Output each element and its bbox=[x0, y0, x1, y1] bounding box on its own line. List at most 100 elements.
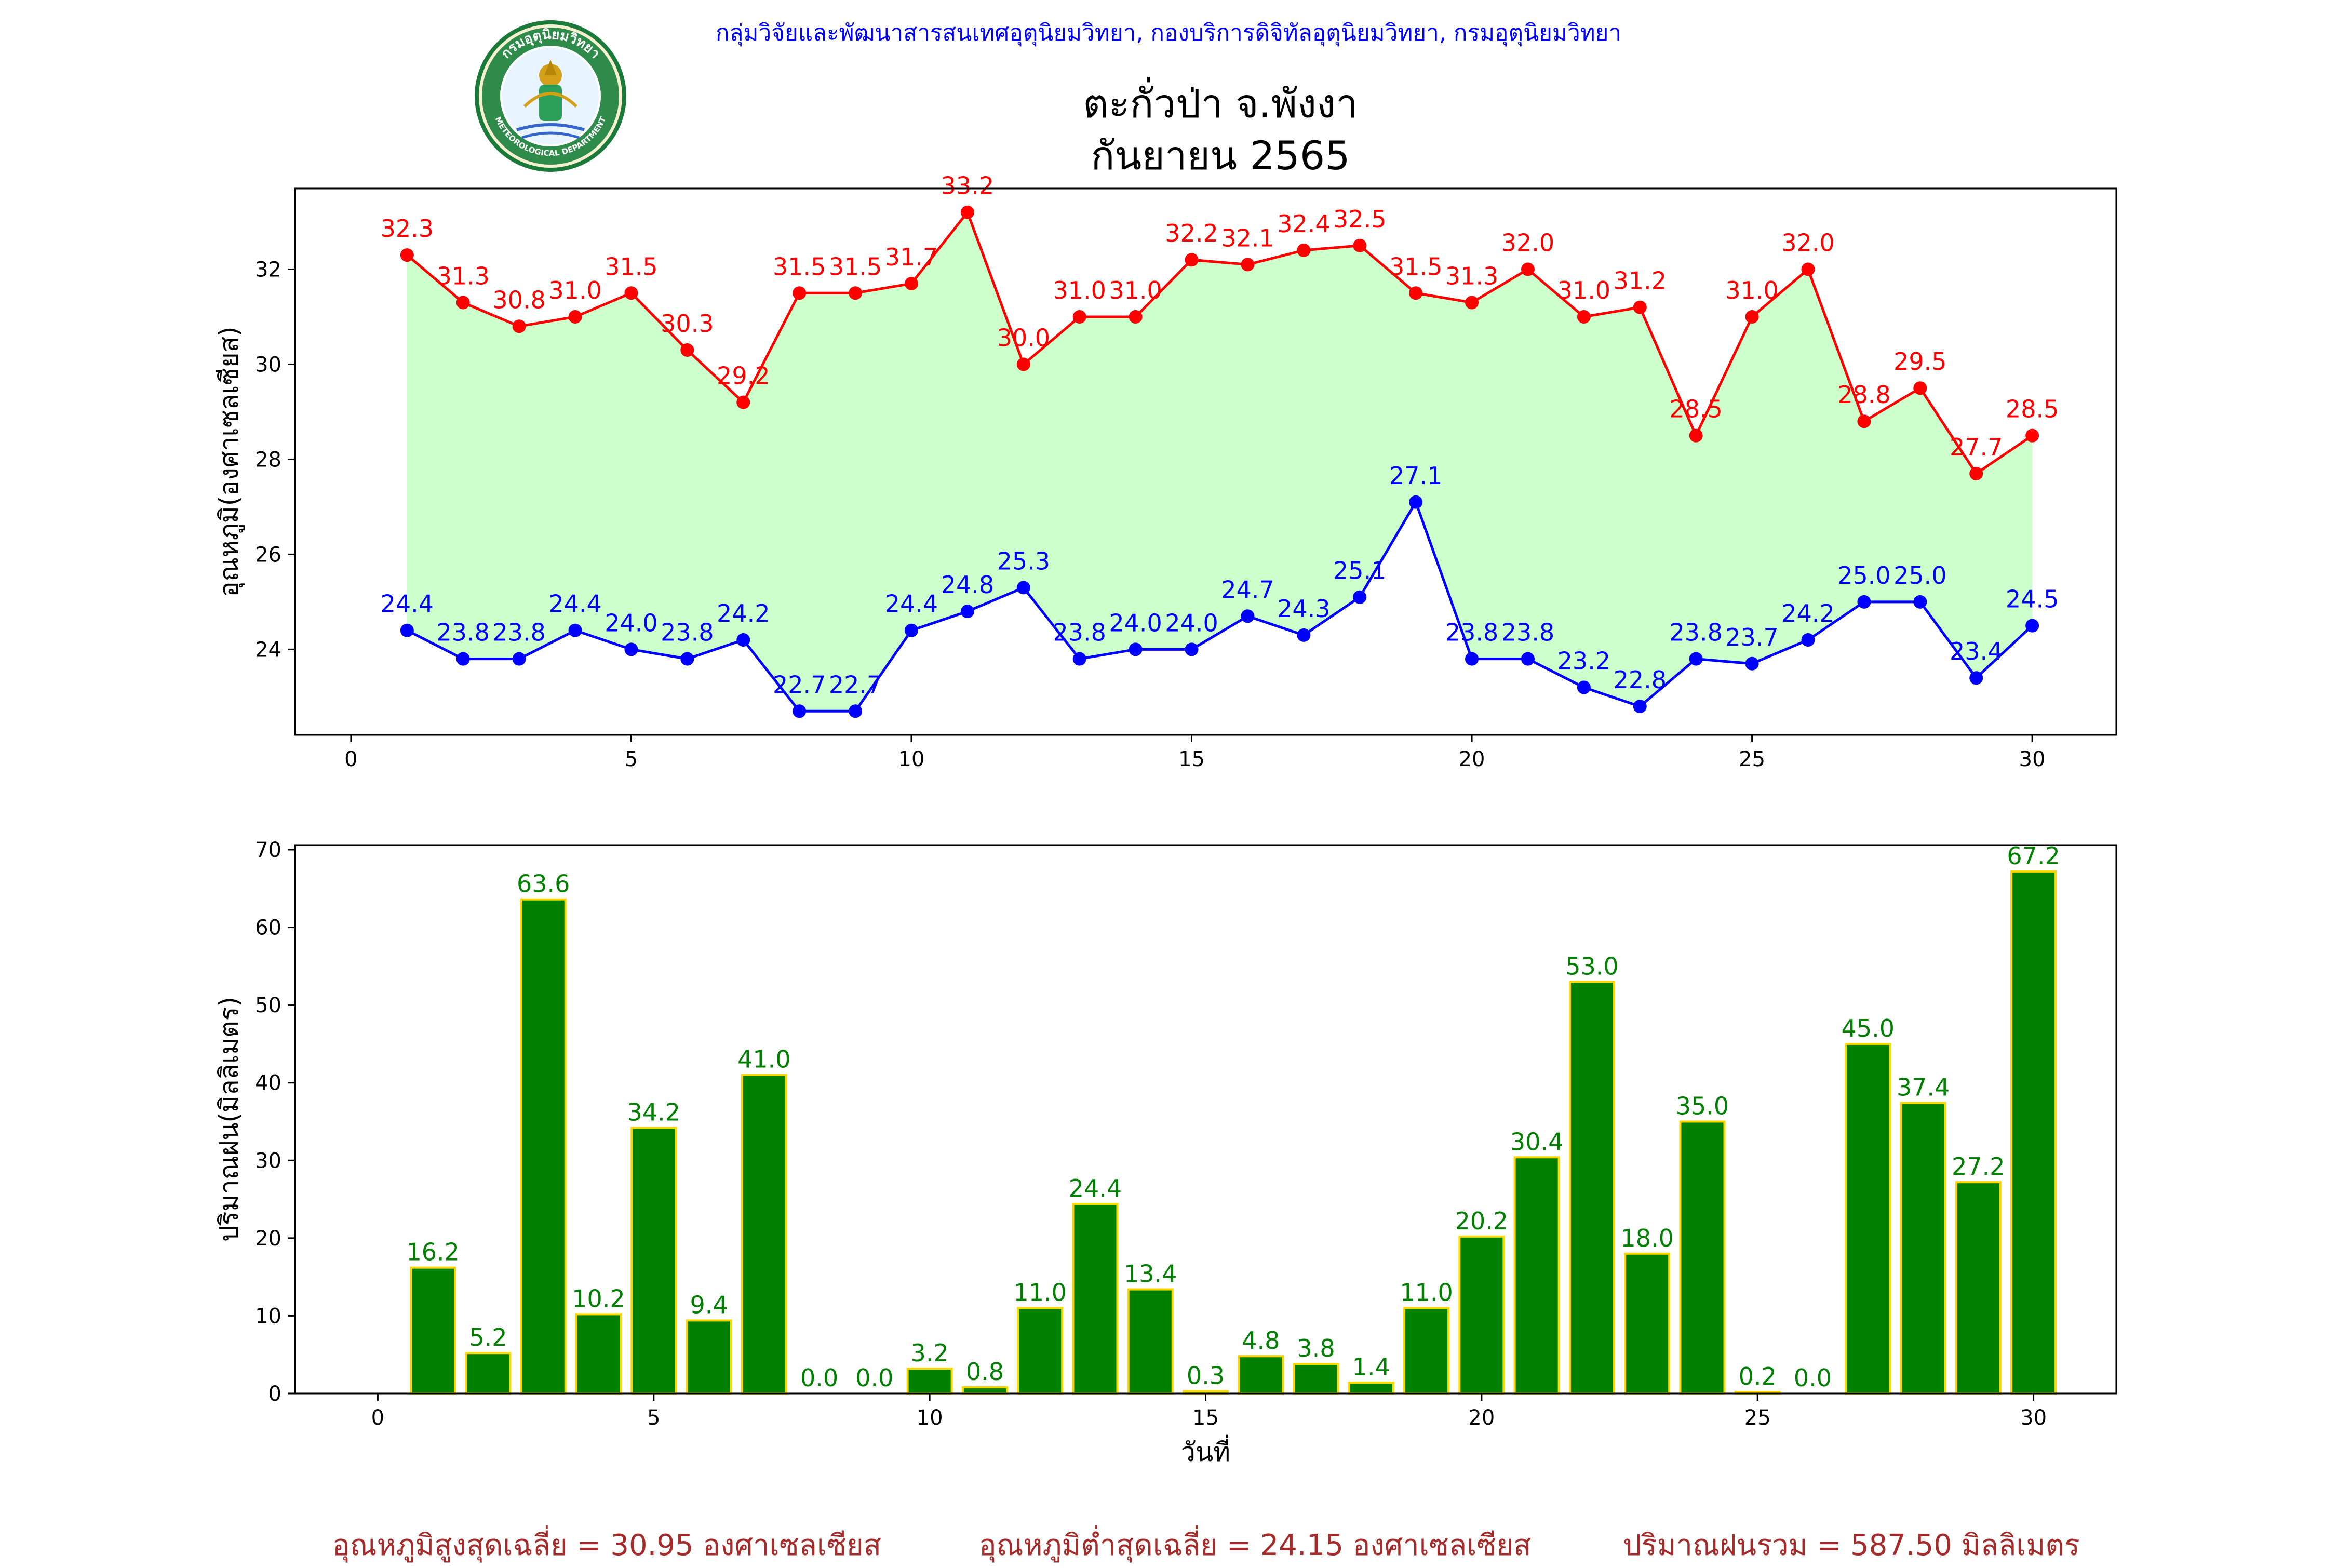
rain-data-label: 5.2 bbox=[469, 1323, 507, 1351]
tmax-point bbox=[1689, 428, 1703, 443]
rain-data-label: 63.6 bbox=[517, 870, 570, 898]
temp-y-tick-label: 30 bbox=[255, 353, 281, 377]
rain-y-tick-label: 30 bbox=[255, 1149, 281, 1173]
rain-bar bbox=[410, 1266, 456, 1395]
tmin-point bbox=[1072, 652, 1086, 666]
rain-bar bbox=[465, 1352, 512, 1395]
rain-data-label: 37.4 bbox=[1897, 1074, 1950, 1102]
rain-y-tick-label: 20 bbox=[255, 1227, 281, 1251]
temp-y-tick-label: 26 bbox=[255, 543, 281, 567]
tmin-data-label: 22.7 bbox=[829, 671, 882, 699]
tmax-point bbox=[1521, 262, 1535, 276]
tmax-point bbox=[1297, 243, 1311, 257]
tmin-data-label: 23.8 bbox=[1669, 619, 1722, 647]
tmax-point bbox=[1072, 310, 1086, 324]
tmax-data-label: 30.0 bbox=[997, 324, 1050, 352]
page-title: ตะกั่วป่า จ.พังงา กันยายน 2565 bbox=[727, 78, 1714, 182]
rain-bar bbox=[1513, 1156, 1560, 1395]
rain-y-tick-label: 50 bbox=[255, 994, 281, 1017]
tmax-point bbox=[904, 276, 918, 290]
tmax-data-label: 31.5 bbox=[829, 252, 882, 280]
tmin-data-label: 24.3 bbox=[1277, 595, 1330, 623]
tmin-data-label: 24.7 bbox=[1221, 575, 1274, 604]
temp-x-tick-label: 25 bbox=[1739, 747, 1765, 771]
rain-x-tick-label: 30 bbox=[2020, 1406, 2047, 1430]
rain-bar bbox=[1900, 1102, 1946, 1395]
temp-chart-frame bbox=[294, 187, 2117, 736]
tmax-data-label: 31.0 bbox=[1557, 276, 1610, 304]
rain-y-tick-label: 0 bbox=[268, 1382, 281, 1406]
rain-data-label: 41.0 bbox=[737, 1046, 790, 1074]
temp-x-tick-label: 5 bbox=[625, 747, 638, 771]
tmax-point bbox=[1745, 310, 1759, 324]
rain-bar bbox=[906, 1368, 953, 1395]
tmin-data-label: 24.4 bbox=[548, 590, 601, 618]
tmax-point bbox=[793, 286, 807, 300]
tmax-point bbox=[1016, 357, 1030, 371]
rain-bar bbox=[1845, 1042, 1891, 1395]
tmin-point bbox=[960, 605, 974, 619]
tmin-point bbox=[1241, 609, 1255, 623]
tmin-data-label: 23.8 bbox=[661, 619, 714, 647]
tmax-data-label: 31.0 bbox=[1725, 276, 1778, 304]
temp-x-tick-label: 20 bbox=[1459, 747, 1485, 771]
meteorological-department-logo-icon: กรมอุตุนิยมวิทยา METEOROLOGICAL DEPARTME… bbox=[475, 20, 626, 172]
tmin-point bbox=[1913, 595, 1927, 609]
rain-data-label: 35.0 bbox=[1676, 1092, 1729, 1120]
rain-data-label: 0.3 bbox=[1187, 1362, 1225, 1390]
rain-bar bbox=[1458, 1235, 1505, 1395]
page-title-month: กันยายน 2565 bbox=[1091, 132, 1350, 179]
rain-x-tick-label: 25 bbox=[1744, 1406, 1771, 1430]
rain-bar bbox=[520, 898, 567, 1395]
tmin-point bbox=[736, 633, 750, 647]
tmin-point bbox=[1016, 581, 1030, 595]
tmin-point bbox=[568, 623, 582, 637]
tmax-data-label: 31.3 bbox=[437, 262, 490, 290]
rain-data-label: 0.0 bbox=[855, 1364, 893, 1392]
rain-data-label: 24.4 bbox=[1069, 1174, 1122, 1202]
tmin-data-label: 24.2 bbox=[1781, 599, 1834, 627]
temp-y-tick-label: 32 bbox=[255, 258, 281, 282]
tmax-data-label: 30.8 bbox=[492, 286, 545, 314]
tmin-data-label: 27.1 bbox=[1389, 462, 1442, 490]
rain-y-tick-label: 10 bbox=[255, 1304, 281, 1328]
rain-bar bbox=[741, 1074, 787, 1395]
rain-y-tick-label: 60 bbox=[255, 916, 281, 940]
rain-chart-frame bbox=[294, 844, 2117, 1395]
rain-bar bbox=[2010, 870, 2057, 1395]
tmax-data-label: 31.5 bbox=[1389, 252, 1442, 280]
avg-max-temp-stat: อุณหภูมิสูงสุดเฉลี่ย = 30.95 องศาเซลเซีย… bbox=[332, 1529, 882, 1562]
tmin-data-label: 23.8 bbox=[1053, 619, 1106, 647]
tmin-point bbox=[456, 652, 470, 666]
tmin-point bbox=[2025, 619, 2039, 633]
avg-min-temp-stat: อุณหภูมิต่ำสุดเฉลี่ย = 24.15 องศาเซลเซีย… bbox=[979, 1529, 1532, 1562]
tmin-point bbox=[1577, 680, 1591, 694]
tmin-point bbox=[1857, 595, 1871, 609]
rain-bar bbox=[1679, 1120, 1726, 1395]
tmax-data-label: 31.0 bbox=[1109, 276, 1162, 304]
tmax-line bbox=[406, 209, 2033, 476]
rain-data-label: 10.2 bbox=[572, 1284, 625, 1312]
rain-y-tick-label: 40 bbox=[255, 1071, 281, 1095]
temp-x-tick-label: 10 bbox=[898, 747, 925, 771]
rain-bar bbox=[1568, 981, 1615, 1395]
rain-data-label: 30.4 bbox=[1510, 1128, 1563, 1156]
tmax-point bbox=[1409, 286, 1423, 300]
rain-x-tick-label: 15 bbox=[1192, 1406, 1219, 1430]
tmin-point bbox=[1633, 700, 1647, 714]
rain-data-label: 16.2 bbox=[406, 1238, 459, 1266]
temp-range-fill bbox=[407, 212, 2033, 712]
tmin-data-label: 22.8 bbox=[1614, 666, 1667, 694]
rain-y-tick-label: 70 bbox=[255, 838, 281, 862]
rain-bar bbox=[1955, 1181, 2002, 1395]
rain-data-label: 3.2 bbox=[911, 1339, 949, 1367]
rain-bar bbox=[1238, 1355, 1284, 1395]
tmax-point bbox=[1353, 238, 1367, 252]
tmax-data-label: 28.8 bbox=[1837, 381, 1890, 409]
tmax-data-label: 31.5 bbox=[605, 252, 657, 280]
tmax-data-label: 32.0 bbox=[1781, 229, 1834, 257]
tmin-data-label: 25.1 bbox=[1333, 557, 1386, 585]
tmin-point bbox=[1969, 671, 1983, 685]
tmax-point bbox=[2025, 428, 2039, 443]
